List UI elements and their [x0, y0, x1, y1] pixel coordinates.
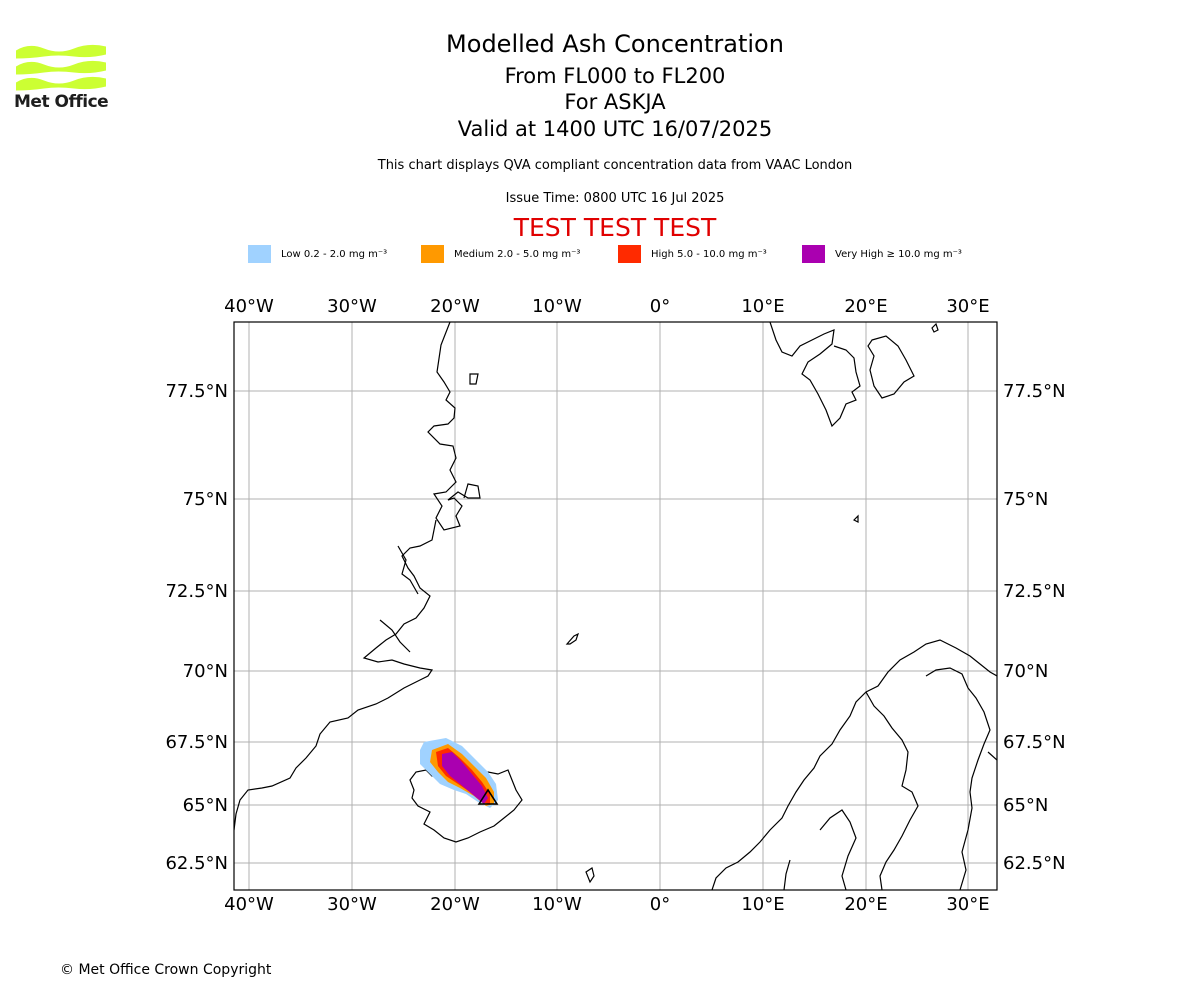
ash-plume — [420, 738, 498, 808]
lat-tick: 77.5°N — [1003, 381, 1066, 402]
valid-time: Valid at 1400 UTC 16/07/2025 — [457, 117, 773, 141]
lat-tick: 67.5°N — [1003, 732, 1066, 753]
legend-item-very-high: Very High ≥ 10.0 mg m⁻³ — [802, 244, 962, 264]
legend-swatch-low — [248, 245, 271, 263]
legend-swatch-very-high — [802, 245, 825, 263]
met-office-logo — [16, 44, 106, 91]
lat-ticks-right: 77.5°N 75°N 72.5°N 70°N 67.5°N 65°N 62.5… — [1003, 381, 1066, 874]
lon-tick: 10°E — [741, 296, 784, 317]
lat-tick: 75°N — [1003, 489, 1048, 510]
lon-tick: 30°W — [327, 894, 377, 915]
lon-tick: 20°W — [430, 296, 480, 317]
lon-ticks-top: 40°W 30°W 20°W 10°W 0° 10°E 20°E 30°E — [224, 296, 989, 317]
svalbard-coastline — [769, 322, 915, 428]
test-banner: TEST TEST TEST — [513, 213, 717, 242]
legend-item-low: Low 0.2 - 2.0 mg m⁻³ — [248, 244, 387, 264]
legend-item-high: High 5.0 - 10.0 mg m⁻³ — [618, 244, 767, 264]
chart-description: This chart displays QVA compliant concen… — [377, 158, 853, 173]
lon-tick: 20°E — [844, 894, 887, 915]
lon-tick: 30°W — [327, 296, 377, 317]
lat-ticks-left: 77.5°N 75°N 72.5°N 70°N 67.5°N 65°N 62.5… — [165, 381, 228, 874]
legend-label-low: Low 0.2 - 2.0 mg m⁻³ — [281, 248, 388, 260]
lat-tick: 75°N — [183, 489, 228, 510]
lon-tick: 30°E — [946, 296, 989, 317]
lon-tick: 20°E — [844, 296, 887, 317]
lat-tick: 77.5°N — [165, 381, 228, 402]
jan-mayen — [565, 632, 580, 645]
map-frame — [233, 321, 998, 891]
scandinavia-coastline — [711, 639, 997, 890]
lon-tick: 20°W — [430, 894, 480, 915]
ash-concentration-map: 40°W 30°W 20°W 10°W 0° 10°E 20°E 30°E 40… — [165, 296, 1066, 915]
lat-tick: 62.5°N — [165, 853, 228, 874]
lon-tick: 0° — [650, 894, 670, 915]
lon-tick: 10°E — [741, 894, 784, 915]
lat-tick: 67.5°N — [165, 732, 228, 753]
lon-ticks-bottom: 40°W 30°W 20°W 10°W 0° 10°E 20°E 30°E — [224, 894, 989, 915]
chart-title: Modelled Ash Concentration — [446, 30, 784, 58]
lat-tick: 62.5°N — [1003, 853, 1066, 874]
lat-tick: 72.5°N — [1003, 581, 1066, 602]
legend-label-medium: Medium 2.0 - 5.0 mg m⁻³ — [454, 248, 581, 260]
lat-tick: 72.5°N — [165, 581, 228, 602]
lat-tick: 70°N — [183, 661, 228, 682]
legend-item-medium: Medium 2.0 - 5.0 mg m⁻³ — [421, 244, 580, 264]
faroe-islands — [585, 867, 595, 884]
legend-label-very-high: Very High ≥ 10.0 mg m⁻³ — [835, 248, 962, 260]
volcano-triangle-icon — [477, 788, 499, 805]
lon-tick: 40°W — [224, 894, 274, 915]
copyright-notice: © Met Office Crown Copyright — [60, 962, 272, 978]
logo-text: Met Office — [14, 92, 109, 112]
legend-swatch-high — [618, 245, 641, 263]
lon-tick: 0° — [650, 296, 670, 317]
issue-time: Issue Time: 0800 UTC 16 Jul 2025 — [505, 191, 725, 206]
lon-tick: 10°W — [532, 894, 582, 915]
lat-tick: 65°N — [183, 795, 228, 816]
greenland-coastline — [234, 322, 481, 831]
map-gridlines — [234, 322, 997, 890]
legend-swatch-medium — [421, 245, 444, 263]
legend-label-high: High 5.0 - 10.0 mg m⁻³ — [651, 248, 767, 260]
volcano-name: For ASKJA — [564, 90, 666, 114]
ash-very-high-area — [442, 752, 488, 804]
lat-tick: 65°N — [1003, 795, 1048, 816]
lon-tick: 40°W — [224, 296, 274, 317]
lat-tick: 70°N — [1003, 661, 1048, 682]
lon-tick: 30°E — [946, 894, 989, 915]
flight-level-range: From FL000 to FL200 — [504, 64, 726, 88]
lon-tick: 10°W — [532, 296, 582, 317]
